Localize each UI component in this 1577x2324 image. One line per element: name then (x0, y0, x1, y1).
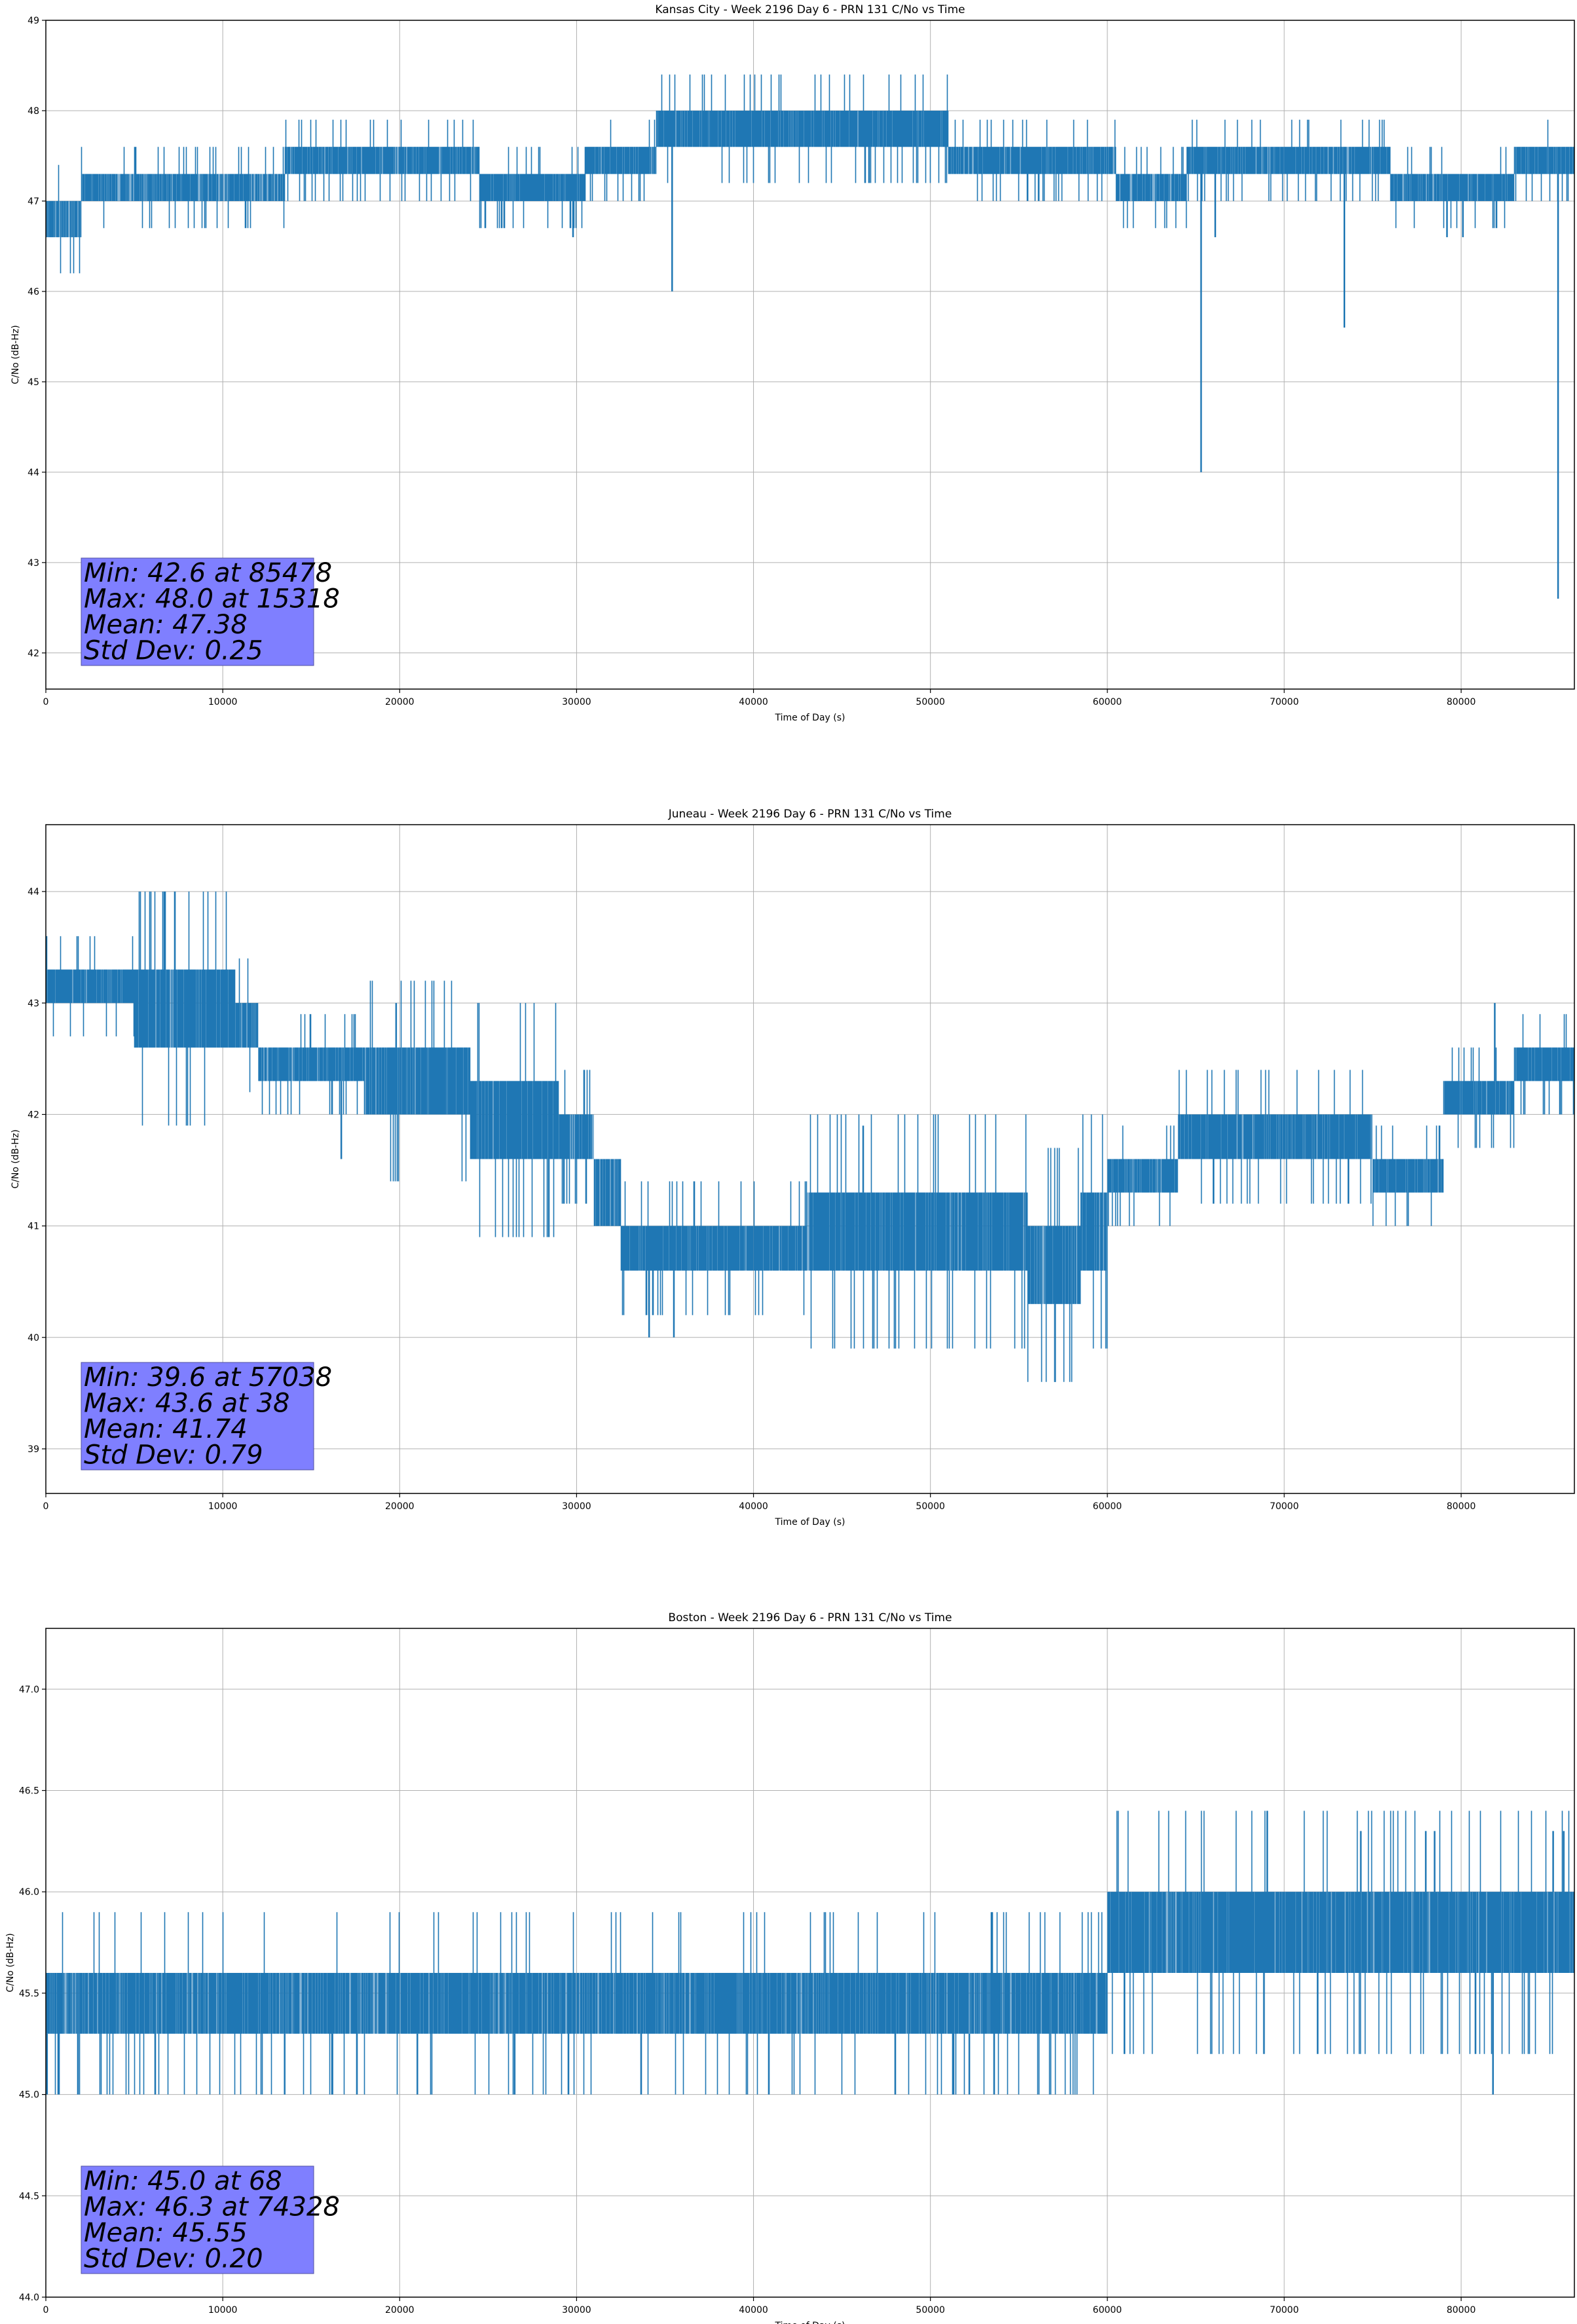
stats-box (81, 557, 314, 666)
y-tick-label: 44 (28, 887, 39, 897)
x-tick-label: 70000 (1270, 697, 1299, 707)
x-tick-label: 80000 (1447, 2305, 1476, 2315)
x-tick-label: 40000 (739, 697, 768, 707)
y-tick-label: 46.5 (19, 1786, 39, 1797)
x-axis-label: Time of Day (s) (775, 2321, 845, 2324)
y-tick-label: 45.5 (19, 1989, 39, 1999)
y-tick-label: 45 (28, 377, 39, 388)
stats-line: Max: 46.3 at 74328 (84, 2192, 340, 2222)
x-tick-label: 80000 (1447, 697, 1476, 707)
y-tick-label: 41 (28, 1222, 39, 1232)
stats-line: Std Dev: 0.25 (84, 636, 263, 666)
x-tick-label: 20000 (385, 1501, 415, 1512)
stats-box (81, 2165, 314, 2274)
chart-panel-0: 42 43 44 45 46 47 48 49 0 10000 20000 30000 40000 500… (10, 3, 1575, 723)
x-tick-label: 60000 (1093, 1501, 1122, 1512)
x-tick-label: 30000 (562, 2305, 591, 2315)
x-tick-label: 30000 (562, 1501, 591, 1512)
chart-title: Juneau - Week 2196 Day 6 - PRN 131 C/No … (668, 808, 952, 821)
x-tick-label: 20000 (385, 2305, 415, 2315)
chart-panel-2: 44.0 44.5 45.0 45.5 46.0 46.5 47.0 0 10000 20000 3… (5, 1611, 1575, 2324)
axes-frame (45, 824, 1575, 1494)
y-tick-label: 39 (28, 1444, 39, 1455)
y-tick-label: 40 (28, 1333, 39, 1343)
x-axis-label: Time of Day (s) (775, 713, 845, 723)
x-tick-label: 10000 (208, 1501, 238, 1512)
y-tick-label: 43 (28, 998, 39, 1009)
y-tick-label: 44 (28, 468, 39, 478)
x-tick-label: 50000 (916, 1501, 945, 1512)
x-tick-label: 0 (43, 2305, 49, 2315)
y-tick-label: 48 (28, 106, 39, 117)
y-axis-label: C/No (dB-Hz) (10, 325, 21, 384)
x-tick-label: 0 (43, 1501, 49, 1512)
x-tick-label: 10000 (208, 2305, 238, 2315)
y-axis-label: C/No (dB-Hz) (10, 1129, 21, 1188)
stats-line: Max: 43.6 at 38 (84, 1389, 289, 1419)
series-line (46, 74, 1575, 274)
x-tick-label: 60000 (1093, 697, 1122, 707)
y-tick-label: 47.0 (19, 1685, 39, 1695)
y-tick-label: 44.0 (19, 2293, 39, 2303)
axes-frame (45, 1628, 1575, 2298)
x-tick-label: 40000 (739, 1501, 768, 1512)
y-tick-label: 44.5 (19, 2191, 39, 2202)
y-axis-label: C/No (dB-Hz) (5, 1933, 16, 1992)
y-tick-label: 46.0 (19, 1887, 39, 1898)
stats-line: Mean: 47.38 (84, 610, 248, 640)
x-tick-label: 60000 (1093, 2305, 1122, 2315)
x-tick-label: 70000 (1270, 2305, 1299, 2315)
x-tick-label: 0 (43, 697, 49, 707)
y-tick-label: 45.0 (19, 2090, 39, 2101)
x-tick-label: 30000 (562, 697, 591, 707)
chart-title: Boston - Week 2196 Day 6 - PRN 131 C/No … (668, 1611, 952, 1624)
y-tick-label: 43 (28, 558, 39, 569)
x-tick-label: 70000 (1270, 1501, 1299, 1512)
y-tick-label: 49 (28, 16, 39, 26)
chart-title: Kansas City - Week 2196 Day 6 - PRN 131 … (655, 3, 965, 16)
stats-line: Mean: 45.55 (84, 2218, 248, 2248)
x-tick-label: 10000 (208, 697, 238, 707)
y-tick-label: 46 (28, 287, 39, 297)
stats-line: Max: 48.0 at 15318 (84, 584, 340, 614)
axes-frame (45, 20, 1575, 690)
x-tick-label: 80000 (1447, 1501, 1476, 1512)
chart-panel-1: 39 40 41 42 43 44 0 10000 20000 30000 40000 50000 60… (10, 808, 1575, 1527)
stats-box (81, 1362, 314, 1471)
y-tick-label: 42 (28, 648, 39, 659)
x-tick-label: 50000 (916, 697, 945, 707)
stats-line: Min: 39.6 at 57038 (84, 1362, 332, 1393)
stats-line: Min: 45.0 at 68 (84, 2166, 282, 2196)
series-line (45, 891, 1575, 1382)
x-axis-label: Time of Day (s) (775, 1517, 845, 1527)
stats-line: Min: 42.6 at 85478 (84, 558, 332, 588)
stats-line: Std Dev: 0.79 (84, 1440, 263, 1471)
x-tick-label: 40000 (739, 2305, 768, 2315)
y-tick-label: 42 (28, 1110, 39, 1120)
x-tick-label: 50000 (916, 2305, 945, 2315)
stats-line: Mean: 41.74 (84, 1414, 248, 1444)
stats-line: Std Dev: 0.20 (84, 2244, 263, 2274)
y-tick-label: 47 (28, 197, 39, 207)
x-tick-label: 20000 (385, 697, 415, 707)
